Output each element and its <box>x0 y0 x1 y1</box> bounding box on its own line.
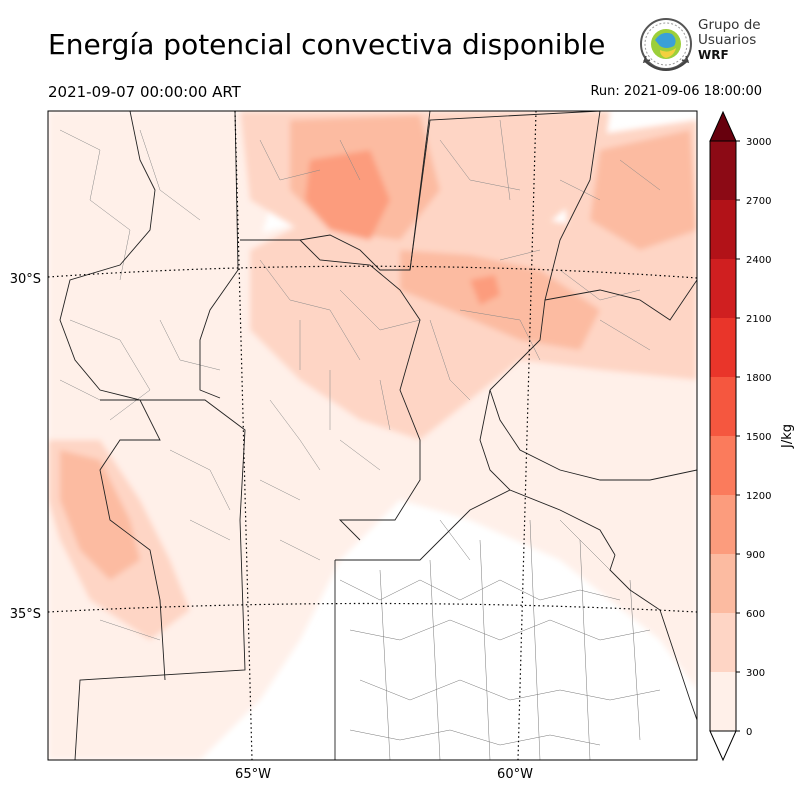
graticule-lat-30 <box>48 265 697 279</box>
colorbar-tick-label-1500: 1500 <box>746 432 771 443</box>
colorbar-tick-label-1800: 1800 <box>746 373 771 384</box>
colorbar-tick-label-2400: 2400 <box>746 255 771 266</box>
graticule <box>48 111 697 760</box>
colorbar-tick-label-3000: 3000 <box>746 137 771 148</box>
cape-area-600-900 <box>60 450 140 580</box>
colorbar-tick-label-2100: 2100 <box>746 314 771 325</box>
logo-line-3: WRF <box>698 48 729 62</box>
cape-fill-layer <box>48 111 697 760</box>
logo-line-2: Usuarios <box>698 32 757 48</box>
department-boundaries <box>59 119 661 641</box>
colorbar-bin-1200 <box>710 436 736 495</box>
colorbar-bin-0 <box>710 672 736 731</box>
graticule-lon-65 <box>234 111 253 760</box>
graticule-lat-35 <box>48 602 697 613</box>
cordoba-santafe-border <box>240 239 421 541</box>
logo-text: Grupo de Usuarios WRF <box>698 18 761 63</box>
lon-label-65: 65°W <box>235 767 271 782</box>
uruguay-coast <box>489 389 697 481</box>
wrf-logo: Grupo de Usuarios WRF <box>638 16 763 74</box>
chaco-corrientes-border <box>409 111 601 391</box>
colorbar-bin-2700 <box>710 141 736 200</box>
run-time: Run: 2021-09-06 18:00:00 <box>590 84 762 99</box>
valid-time: 2021-09-07 00:00:00 ART <box>48 83 241 101</box>
colorbar-bin-1500 <box>710 377 736 436</box>
cape-area-600-900 <box>400 250 600 350</box>
colorbar-bin-2400 <box>710 200 736 259</box>
buenos-aires-partidos <box>339 519 661 760</box>
chile-argentina-border <box>59 111 166 681</box>
sanjuan-cordoba-border <box>199 111 239 399</box>
colorbar-bin-1800 <box>710 318 736 377</box>
lat-label-30: 30°S <box>10 272 41 287</box>
colorbar-bin-300 <box>710 613 736 672</box>
logo-line-1: Grupo de <box>698 17 761 33</box>
lat-label-35: 35°S <box>10 607 41 622</box>
cape-area-900-1200 <box>470 275 500 305</box>
lon-label-60: 60°W <box>497 767 533 782</box>
colorbar-tick-label-900: 900 <box>746 550 765 561</box>
map-frame <box>47 110 698 761</box>
graticule-labels: 30°S 35°S 65°W 60°W <box>10 272 533 782</box>
colorbar-under-arrow <box>709 730 737 762</box>
atlantic-coast <box>609 554 697 721</box>
colorbar: 0 300 600 900 1200 1500 1800 2100 2400 2700 3000 J/… <box>709 110 795 762</box>
colorbar-tick-label-600: 600 <box>746 609 765 620</box>
colorbar-over-arrow <box>709 110 737 142</box>
mendoza-sanluis-border <box>74 399 246 760</box>
colorbar-unit-label: J/kg <box>780 424 795 449</box>
province-boundaries <box>59 111 697 760</box>
globe-emblem-icon <box>640 18 692 72</box>
cape-area-600-900 <box>590 130 697 250</box>
colorbar-bin-600 <box>710 554 736 613</box>
corrientes-misiones-border <box>544 279 697 321</box>
colorbar-bin-900 <box>710 495 736 554</box>
map-title: Energía potencial convectiva disponible <box>48 28 606 61</box>
graticule-lon-60 <box>517 111 537 760</box>
cape-area-900-1200 <box>305 150 390 240</box>
colorbar-tick-label-2700: 2700 <box>746 196 771 207</box>
colorbar-tick-label-0: 0 <box>746 727 752 738</box>
colorbar-tick-label-1200: 1200 <box>746 491 771 502</box>
colorbar-tick-label-300: 300 <box>746 668 765 679</box>
colorbar-bin-2100 <box>710 259 736 318</box>
buenos-aires-border <box>334 489 511 760</box>
